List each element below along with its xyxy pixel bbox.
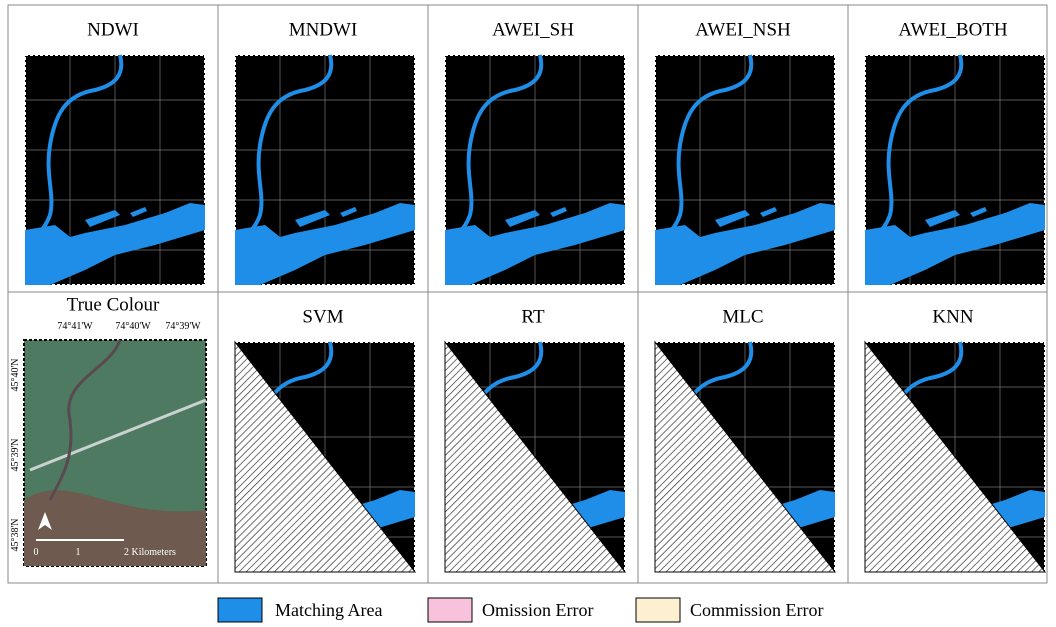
longitude-label: 74°41'W bbox=[57, 321, 93, 332]
legend-label: Omission Error bbox=[482, 600, 594, 620]
panel-title: SVM bbox=[302, 306, 343, 327]
map bbox=[235, 342, 415, 572]
latitude-label: 45°40'N bbox=[10, 358, 21, 391]
map bbox=[865, 342, 1045, 572]
map bbox=[655, 342, 835, 572]
map bbox=[235, 55, 415, 285]
panel-title: KNN bbox=[932, 306, 973, 327]
panel-title: NDWI bbox=[87, 19, 139, 40]
latitude-label: 45°38'N bbox=[10, 518, 21, 551]
legend-label: Matching Area bbox=[275, 600, 382, 620]
panel-title: AWEI_NSH bbox=[695, 19, 791, 40]
scale-label: 1 bbox=[76, 547, 81, 558]
map bbox=[865, 55, 1045, 285]
scale-label: 2 Kilometers bbox=[124, 547, 176, 558]
legend-label: Commission Error bbox=[690, 600, 824, 620]
panel-title: AWEI_BOTH bbox=[898, 19, 1008, 40]
panel-title: RT bbox=[521, 306, 545, 327]
legend-swatch bbox=[636, 598, 680, 622]
map bbox=[445, 55, 625, 285]
map bbox=[25, 55, 205, 285]
figure: NDWI MNDWI AWEI_SH AWEI_NSH AWEI_BOTH SVM RT ML… bbox=[0, 0, 1056, 627]
longitude-label: 74°39'W bbox=[165, 321, 201, 332]
map bbox=[445, 342, 625, 572]
panel-title: True Colour bbox=[67, 294, 160, 315]
latitude-label: 45°39'N bbox=[10, 438, 21, 471]
map bbox=[655, 55, 835, 285]
scale-label: 0 bbox=[34, 547, 39, 558]
panel-title: AWEI_SH bbox=[492, 19, 574, 40]
longitude-label: 74°40'W bbox=[115, 321, 151, 332]
legend-swatch bbox=[218, 598, 262, 622]
legend-swatch bbox=[428, 598, 472, 622]
panel-title: MNDWI bbox=[289, 19, 358, 40]
panel-title: MLC bbox=[722, 306, 763, 327]
